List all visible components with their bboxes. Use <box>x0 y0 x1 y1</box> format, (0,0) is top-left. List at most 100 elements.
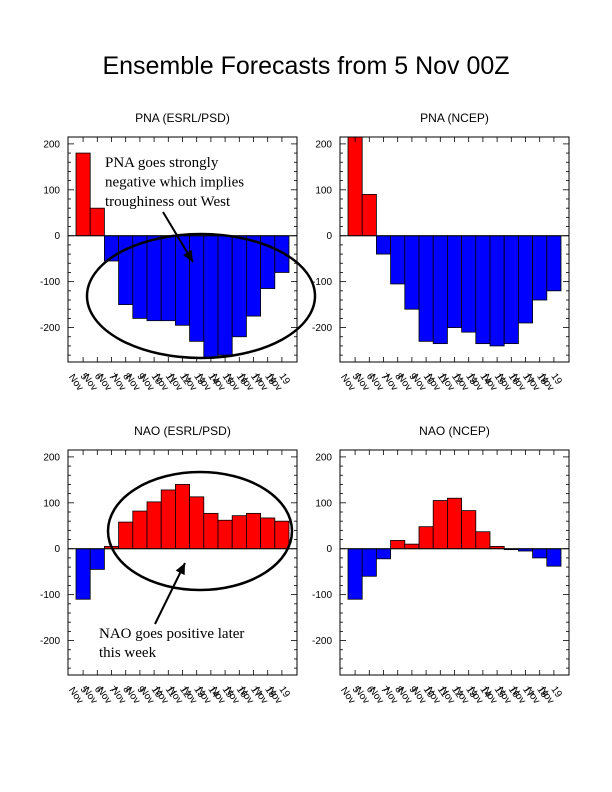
y-tick-label: -200 <box>40 323 60 334</box>
bar <box>390 235 406 285</box>
annotation: NAO goes positive later this week <box>99 470 294 661</box>
y-tick-label: 0 <box>54 231 60 242</box>
bar <box>160 489 176 550</box>
bar <box>503 235 519 345</box>
bar <box>532 548 548 559</box>
panel-title: NAO (ESRL/PSD) <box>134 424 231 438</box>
bar <box>390 540 406 550</box>
bar <box>347 548 363 600</box>
annotation-text-line: NAO goes positive later <box>99 626 244 642</box>
y-tick-label: -200 <box>312 323 332 334</box>
bar <box>446 497 462 550</box>
x-tick-label-day: 9 <box>134 684 146 695</box>
x-tick-label-day: 9 <box>406 371 418 382</box>
x-tick-label-day: 6 <box>364 684 376 695</box>
bar <box>418 235 434 342</box>
bar <box>361 193 377 237</box>
y-tick-label: 100 <box>43 498 60 509</box>
y-tick-label: 200 <box>43 139 60 150</box>
y-tick-label: -100 <box>40 590 60 601</box>
x-tick-label-day: 5 <box>350 371 362 382</box>
bar <box>118 521 134 550</box>
y-tick-label: -100 <box>40 277 60 288</box>
x-tick-label-day: 6 <box>364 371 376 382</box>
x-tick-label: 19Nov <box>537 684 564 706</box>
y-tick-label: -100 <box>312 277 332 288</box>
x-tick-label-day: 9 <box>406 684 418 695</box>
bar <box>475 531 491 550</box>
bar <box>361 548 377 577</box>
annotation: PNA goes strongly negative which implies t… <box>85 155 317 360</box>
bar <box>160 235 176 322</box>
y-tick-label: 200 <box>315 452 332 463</box>
x-tick-label-day: 7 <box>106 371 118 382</box>
bar <box>132 510 148 550</box>
bar <box>432 235 448 345</box>
bar <box>404 235 420 310</box>
panel-title: PNA (NCEP) <box>420 111 489 125</box>
bar <box>217 235 233 356</box>
y-tick-label: 0 <box>54 544 60 555</box>
bar <box>418 526 434 550</box>
annotation-arrowhead <box>183 249 193 262</box>
x-tick-label-day: 5 <box>78 371 90 382</box>
annotation-arrowhead <box>175 563 185 576</box>
x-tick-label-day: 7 <box>378 371 390 382</box>
bar <box>274 520 290 550</box>
x-tick-label-day: 6 <box>92 371 104 382</box>
bar <box>217 519 233 550</box>
bar <box>260 517 276 550</box>
y-tick-label: -100 <box>312 590 332 601</box>
x-tick-label-day: 6 <box>92 684 104 695</box>
x-tick-label-day: 8 <box>120 371 132 382</box>
annotation-arrow <box>154 562 186 625</box>
x-tick-label: 19Nov <box>265 371 292 393</box>
bar <box>189 496 205 550</box>
bar <box>245 235 261 317</box>
bar <box>89 207 105 237</box>
y-tick-label: 200 <box>315 139 332 150</box>
bar <box>461 235 477 333</box>
bar <box>375 235 391 255</box>
x-tick-label-day: 9 <box>134 371 146 382</box>
bar <box>518 235 534 324</box>
bar <box>231 515 247 550</box>
page-title: Ensemble Forecasts from 5 Nov 00Z <box>102 52 510 80</box>
bar <box>375 548 391 560</box>
x-tick-label-day: 5 <box>350 684 362 695</box>
y-tick-label: -200 <box>312 636 332 647</box>
bar <box>532 235 548 301</box>
y-tick-label: 100 <box>315 498 332 509</box>
x-tick-label-day: 7 <box>106 684 118 695</box>
bar <box>245 512 261 550</box>
y-tick-label: 100 <box>315 185 332 196</box>
y-tick-label: -200 <box>40 636 60 647</box>
x-tick-label-day: 7 <box>378 684 390 695</box>
bar <box>461 510 477 550</box>
bar <box>347 136 363 237</box>
bar <box>75 152 91 237</box>
x-tick-label-text: 19Nov <box>537 366 564 393</box>
bar <box>546 235 562 292</box>
annotation-text-line: troughiness out West <box>105 194 231 210</box>
bar <box>146 235 162 322</box>
y-tick-label: 200 <box>43 452 60 463</box>
annotation-ellipse <box>106 470 294 592</box>
annotation-text-line: negative which implies <box>105 175 244 191</box>
y-tick-label: 0 <box>326 544 332 555</box>
bar <box>231 235 247 338</box>
y-tick-label: 100 <box>43 185 60 196</box>
x-tick-label-day: 8 <box>392 684 404 695</box>
bar <box>203 235 219 358</box>
x-tick-label-day: 5 <box>78 684 90 695</box>
annotation-text-line: this week <box>99 645 157 661</box>
bar <box>546 548 562 567</box>
x-tick-label-text: 19Nov <box>265 679 292 706</box>
bar <box>404 543 420 550</box>
bar <box>489 235 505 347</box>
